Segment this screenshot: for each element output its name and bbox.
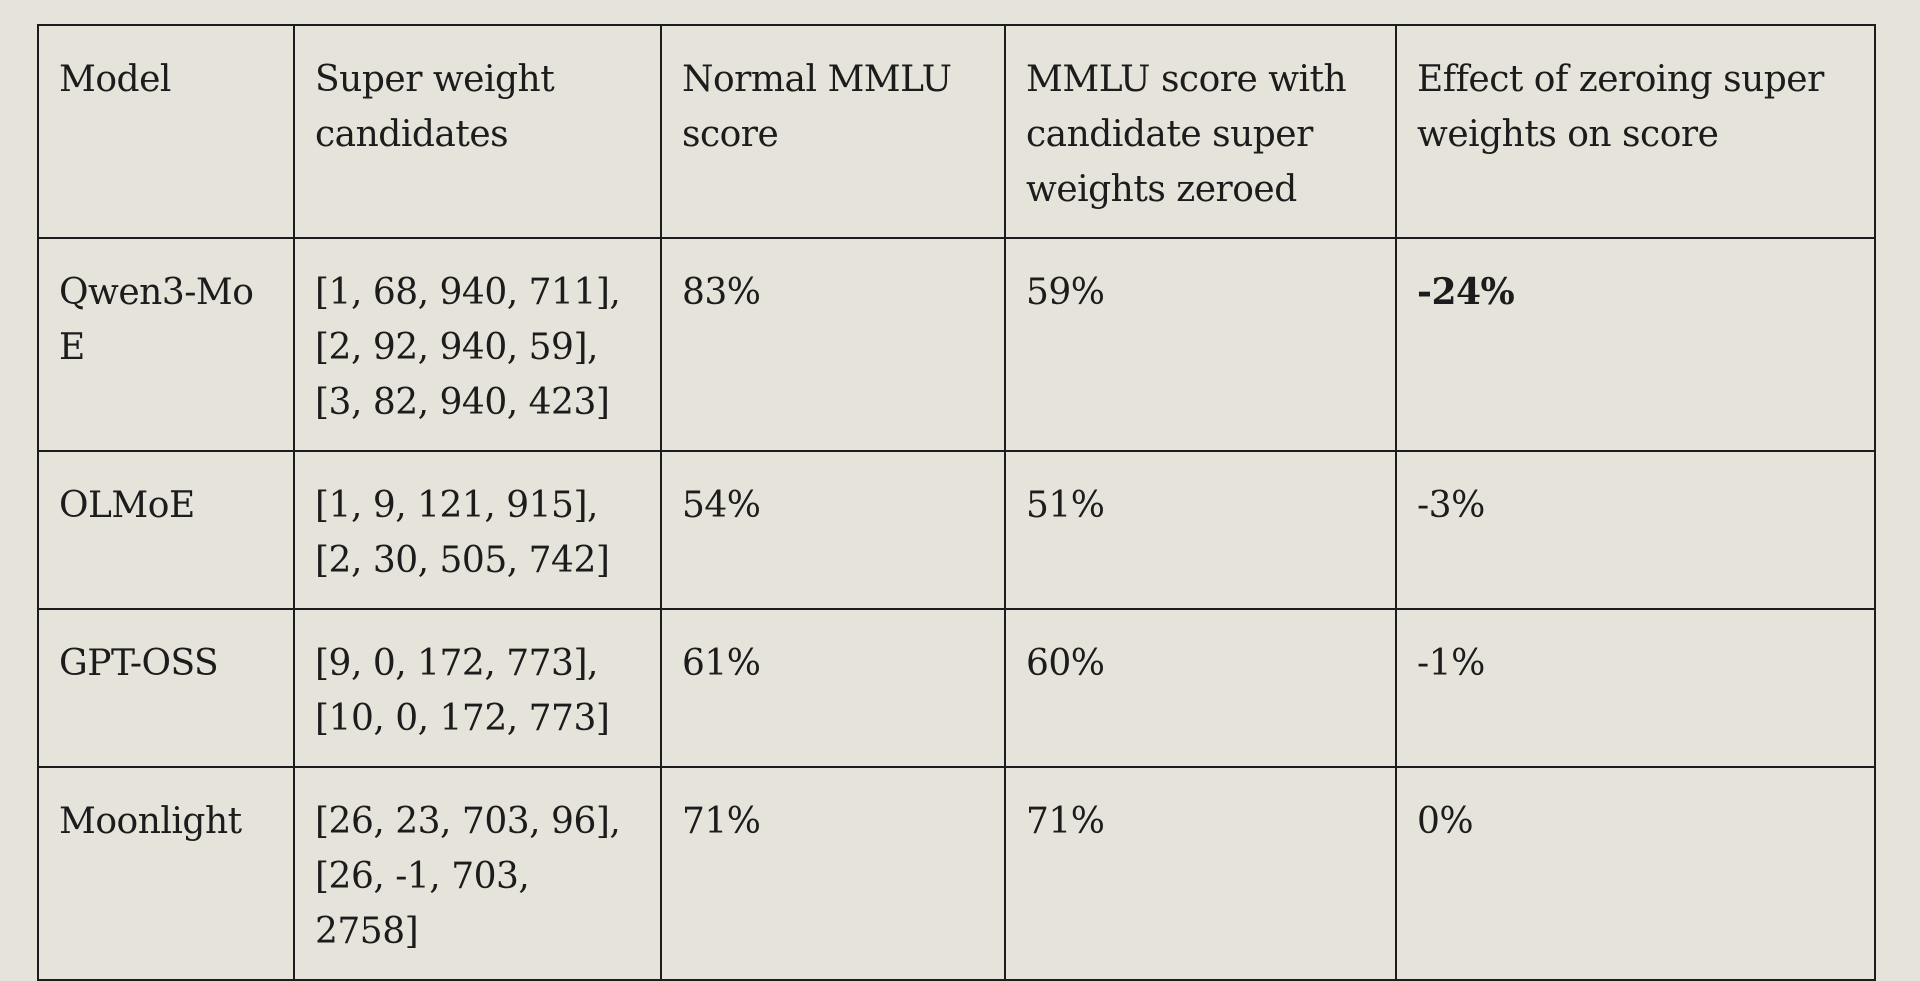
effect-cell: 0% — [1395, 766, 1876, 981]
table-row: Moonlight [26, 23, 703, 96], [26, -1, 70… — [37, 766, 1876, 981]
header-model: Model — [37, 24, 295, 239]
header-zeroed-score: MMLU score with candidate super weights … — [1004, 24, 1397, 239]
candidates-cell: [1, 9, 121, 915], [2, 30, 505, 742] — [293, 450, 662, 610]
model-name: OLMoE — [37, 450, 295, 610]
table-header-row: Model Super weight candidates Normal MML… — [37, 24, 1876, 239]
zeroed-score-cell: 71% — [1004, 766, 1397, 981]
table-row: GPT-OSS [9, 0, 172, 773], [10, 0, 172, 7… — [37, 608, 1876, 768]
candidates-cell: [1, 68, 940, 711], [2, 92, 940, 59], [3,… — [293, 237, 662, 452]
header-candidates: Super weight candidates — [293, 24, 662, 239]
super-weights-table: Model Super weight candidates Normal MML… — [37, 24, 1876, 981]
normal-score-cell: 71% — [660, 766, 1006, 981]
candidates-cell: [9, 0, 172, 773], [10, 0, 172, 773] — [293, 608, 662, 768]
effect-cell: -3% — [1395, 450, 1876, 610]
header-effect: Effect of zeroing super weights on score — [1395, 24, 1876, 239]
model-name: Qwen3-MoE — [37, 237, 295, 452]
zeroed-score-cell: 60% — [1004, 608, 1397, 768]
model-name: GPT-OSS — [37, 608, 295, 768]
table-row: OLMoE [1, 9, 121, 915], [2, 30, 505, 742… — [37, 450, 1876, 610]
table-row: Qwen3-MoE [1, 68, 940, 711], [2, 92, 940… — [37, 237, 1876, 452]
candidates-cell: [26, 23, 703, 96], [26, -1, 703, 2758] — [293, 766, 662, 981]
header-normal-score: Normal MMLU score — [660, 24, 1006, 239]
effect-cell: -24% — [1395, 237, 1876, 452]
results-table-container: Model Super weight candidates Normal MML… — [37, 24, 1876, 981]
normal-score-cell: 83% — [660, 237, 1006, 452]
effect-cell: -1% — [1395, 608, 1876, 768]
zeroed-score-cell: 59% — [1004, 237, 1397, 452]
model-name: Moonlight — [37, 766, 295, 981]
normal-score-cell: 61% — [660, 608, 1006, 768]
normal-score-cell: 54% — [660, 450, 1006, 610]
zeroed-score-cell: 51% — [1004, 450, 1397, 610]
